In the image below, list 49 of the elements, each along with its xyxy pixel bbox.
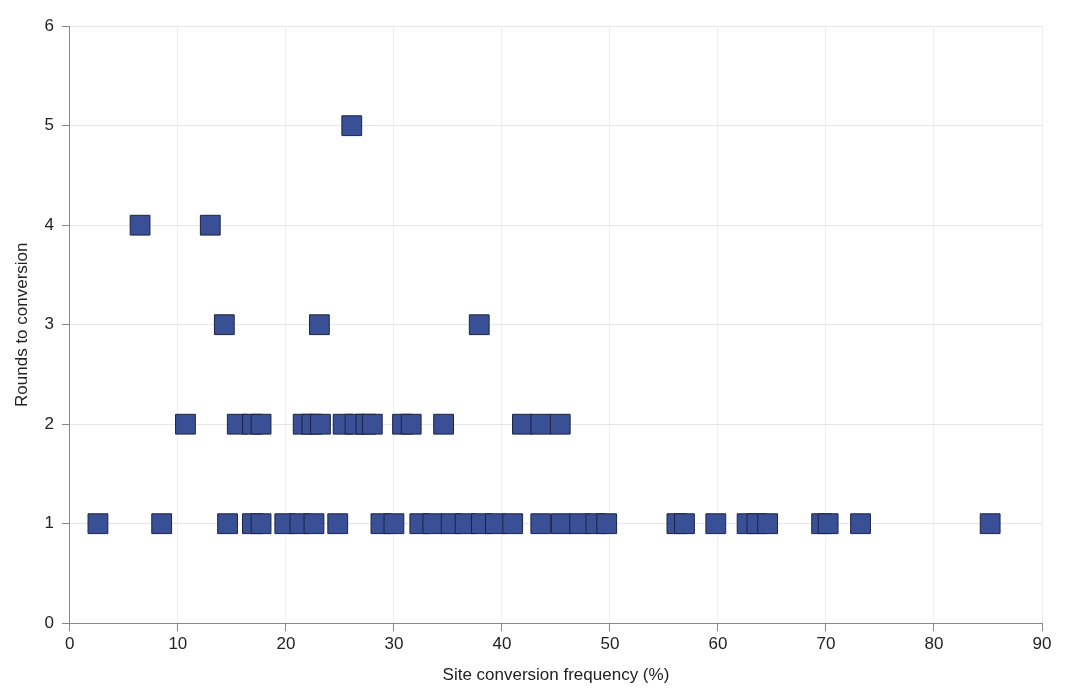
point <box>817 513 839 535</box>
point <box>979 513 1001 535</box>
x-tick-label: 90 <box>1032 634 1052 654</box>
point <box>502 513 524 535</box>
y-tick-label: 1 <box>44 513 54 533</box>
point <box>310 413 331 435</box>
y-axis-title: Rounds to conversion <box>11 242 31 407</box>
point <box>433 413 454 435</box>
point <box>468 314 490 336</box>
point <box>530 413 552 435</box>
point <box>850 513 871 535</box>
point <box>250 413 272 435</box>
y-tick-label: 0 <box>44 612 54 632</box>
point <box>250 513 272 535</box>
x-tick-label: 80 <box>924 634 944 654</box>
x-tick-label: 0 <box>65 634 75 654</box>
point <box>530 513 552 535</box>
x-tick-label: 20 <box>276 634 296 654</box>
point <box>199 214 221 236</box>
point <box>175 413 196 435</box>
point <box>151 513 173 535</box>
x-tick-label: 60 <box>708 634 728 654</box>
point <box>213 314 235 336</box>
y-tick-label: 4 <box>44 214 54 234</box>
x-tick-label: 10 <box>168 634 188 654</box>
point <box>308 314 330 336</box>
y-tick-label: 6 <box>44 15 54 35</box>
point <box>129 214 151 236</box>
x-tick-label: 30 <box>384 634 404 654</box>
x-tick-label: 50 <box>600 634 620 654</box>
point <box>400 413 422 435</box>
x-axis-title: Site conversion frequency (%) <box>442 665 670 685</box>
point <box>549 413 571 435</box>
y-tick-label: 2 <box>44 413 54 433</box>
x-tick-label: 70 <box>816 634 836 654</box>
point <box>705 513 727 535</box>
point <box>341 115 363 137</box>
point <box>217 513 238 535</box>
point <box>674 513 695 535</box>
y-tick-label: 3 <box>44 314 54 334</box>
point <box>361 413 383 435</box>
point <box>383 513 405 535</box>
x-tick-label: 40 <box>492 634 512 654</box>
point <box>327 513 349 535</box>
point <box>757 513 779 535</box>
y-tick-label: 5 <box>44 115 54 135</box>
point <box>303 513 325 535</box>
point <box>87 513 109 535</box>
point <box>596 513 618 535</box>
